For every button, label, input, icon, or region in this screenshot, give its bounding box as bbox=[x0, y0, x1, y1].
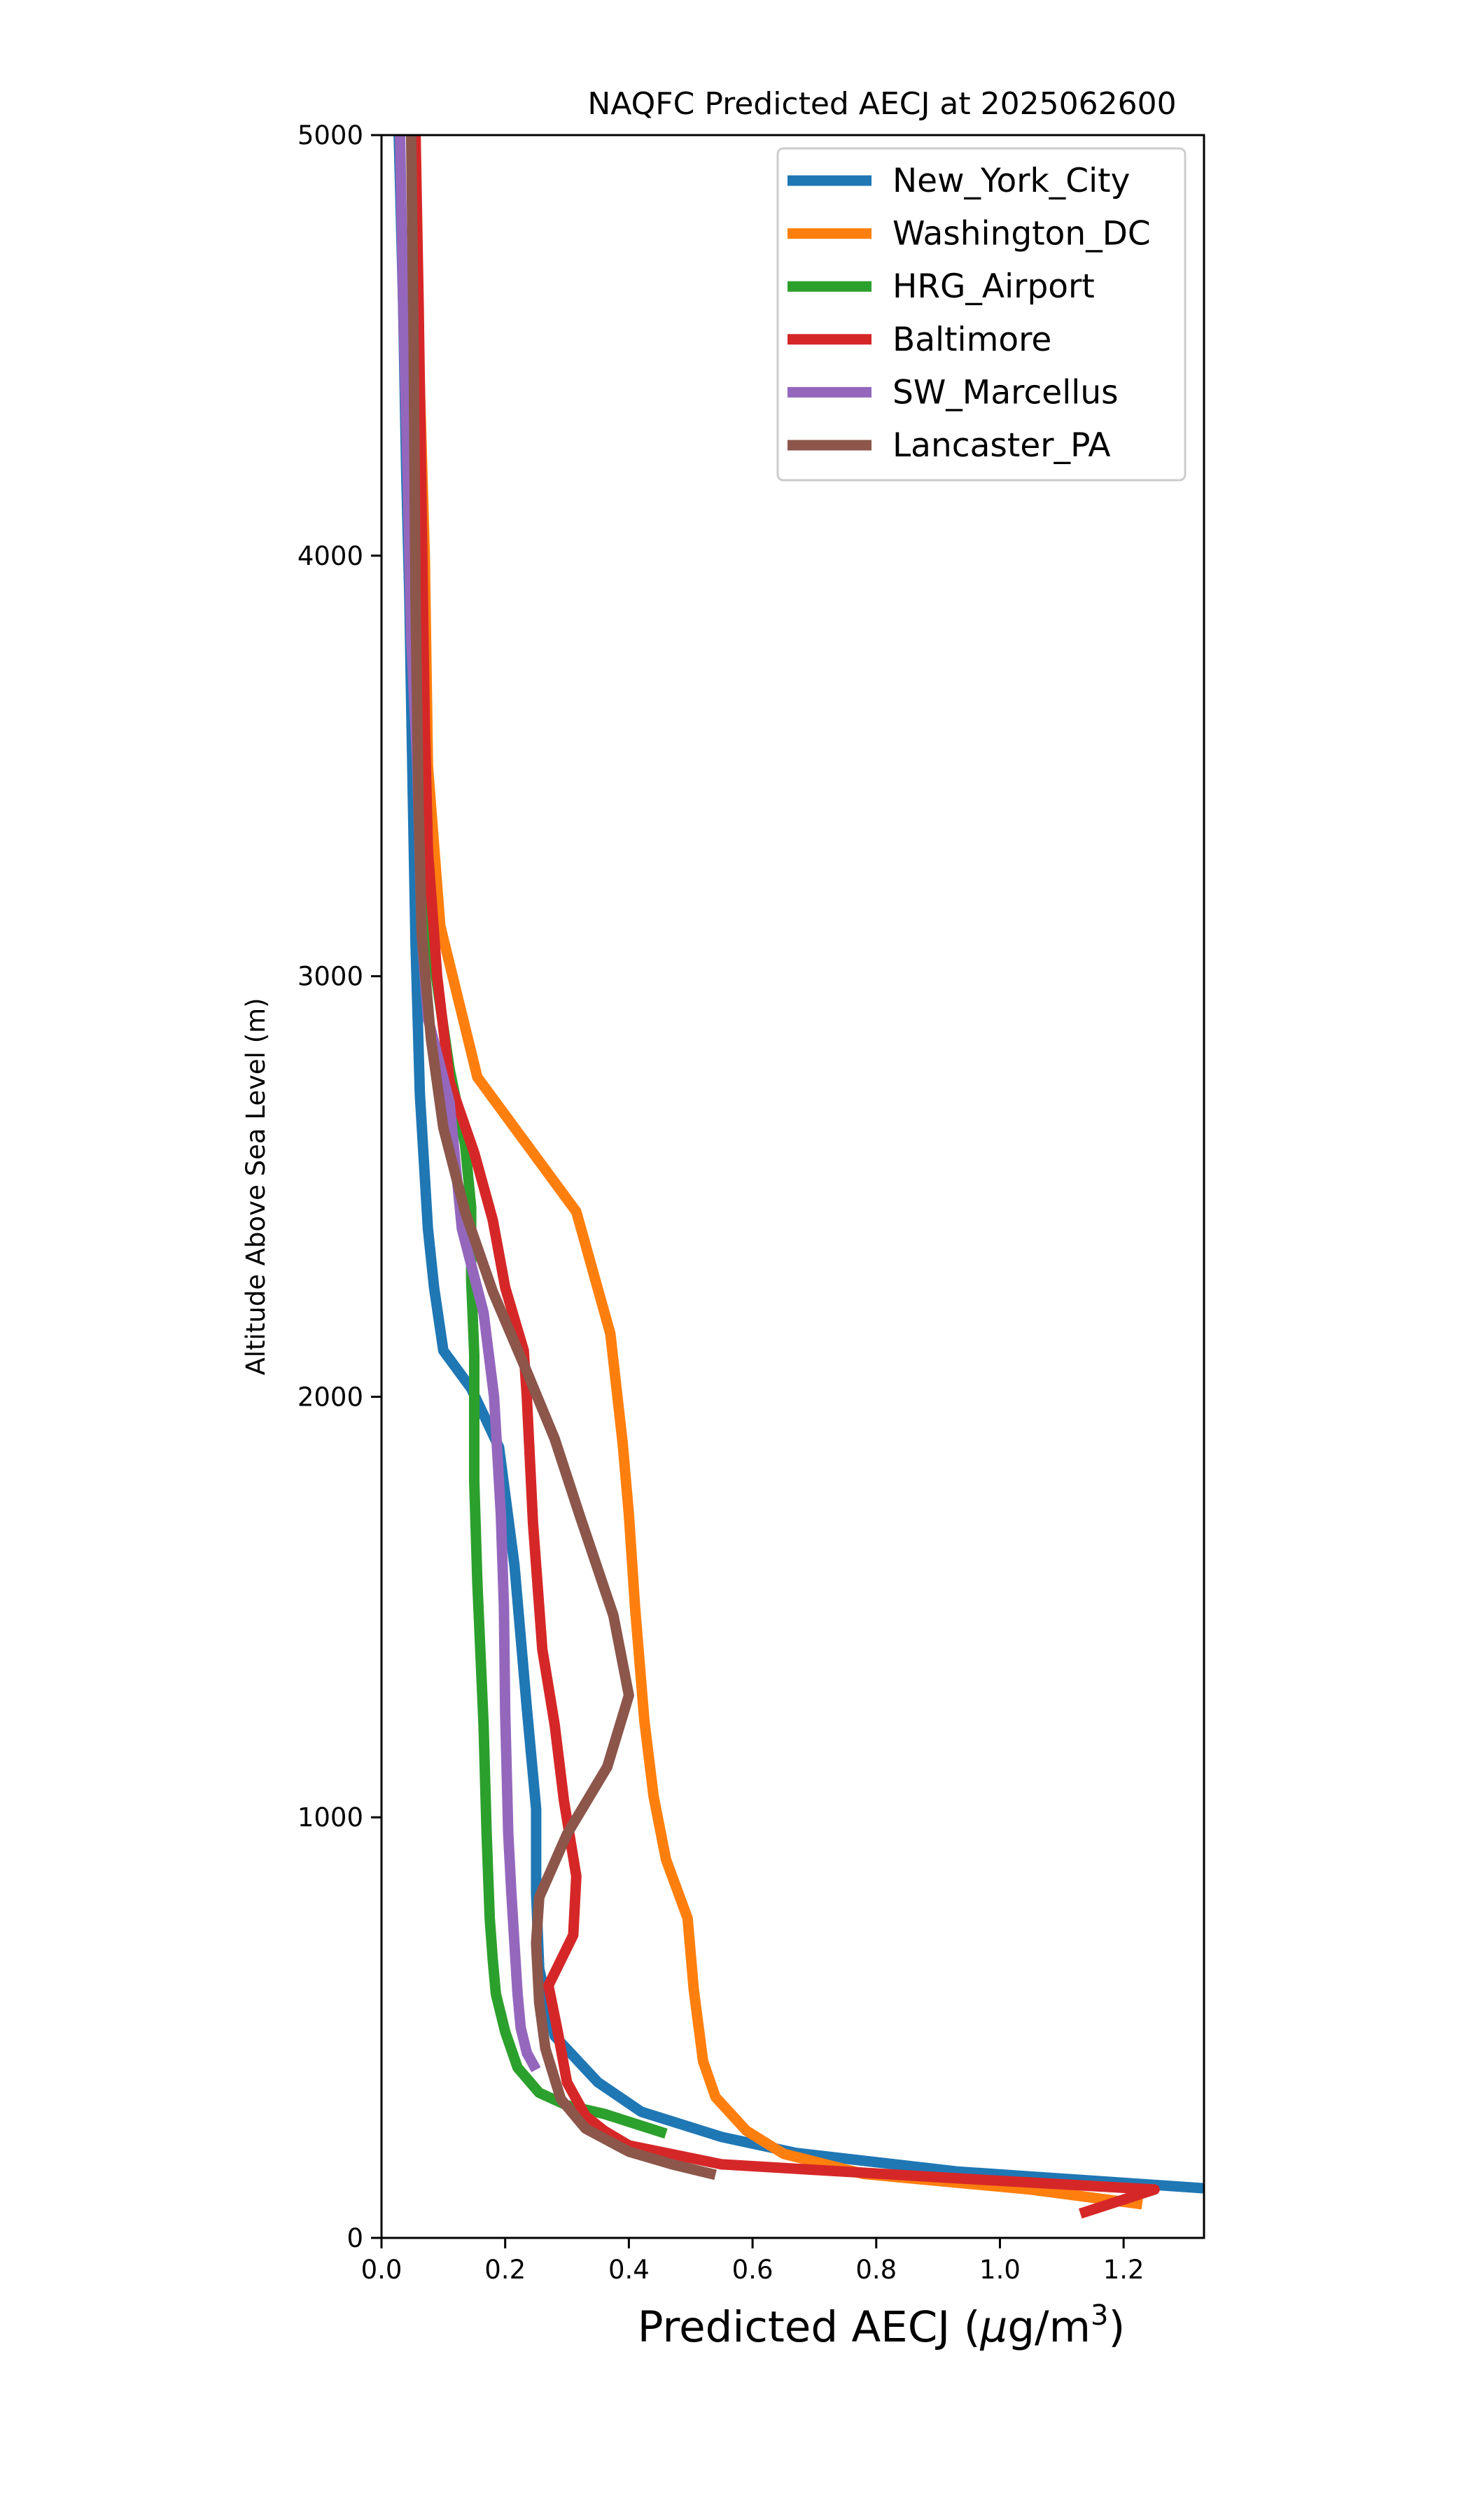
legend-label-sw-marcellus: SW_Marcellus bbox=[892, 373, 1119, 412]
legend: New_York_City Washington_DC HRG_Airport Bal… bbox=[776, 147, 1186, 482]
legend-label-lancaster-pa: Lancaster_PA bbox=[892, 426, 1111, 465]
x-axis-label: Predicted AECJ (μg/m3) bbox=[638, 2300, 1126, 2352]
x-tick-label: 0.8 bbox=[855, 2255, 897, 2285]
x-axis-label-superscript: 3 bbox=[1091, 2300, 1108, 2332]
series-line-lancaster-pa bbox=[405, 135, 717, 2180]
x-axis-label-base: Predicted AECJ ( bbox=[638, 2302, 981, 2352]
y-tick-label: 5000 bbox=[298, 120, 363, 150]
legend-label-hrg-airport: HRG_Airport bbox=[892, 267, 1095, 306]
x-tick-label: 0.0 bbox=[361, 2255, 402, 2285]
x-axis-label-unit: g/m bbox=[1007, 2302, 1091, 2352]
y-tick-label: 0 bbox=[346, 2223, 363, 2253]
legend-label-baltimore: Baltimore bbox=[892, 321, 1051, 359]
y-axis-label: Altitude Above Sea Level (m) bbox=[241, 997, 271, 1375]
plot-area-frame bbox=[380, 134, 1205, 2239]
y-tick-label: 1000 bbox=[298, 1802, 363, 1833]
x-axis-ticks: 0.0 0.2 0.4 0.6 0.8 1.0 1.2 bbox=[361, 2238, 1144, 2285]
legend-label-new-york-city: New_York_City bbox=[892, 162, 1130, 200]
x-tick-label: 1.0 bbox=[979, 2255, 1021, 2285]
legend-label-washington-dc: Washington_DC bbox=[892, 215, 1151, 253]
x-tick-label: 0.6 bbox=[732, 2255, 774, 2285]
x-axis-label-close: ) bbox=[1108, 2302, 1125, 2352]
x-tick-label: 1.2 bbox=[1103, 2255, 1144, 2285]
chart-title: NAQFC Predicted AECJ at 2025062600 bbox=[587, 86, 1176, 122]
y-tick-label: 3000 bbox=[298, 962, 363, 992]
y-axis-ticks: 0 1000 2000 3000 4000 5000 bbox=[298, 120, 382, 2253]
x-tick-label: 0.4 bbox=[608, 2255, 650, 2285]
series-line-washington-dc bbox=[410, 135, 1143, 2210]
x-axis-label-mu: μ bbox=[980, 2302, 1008, 2352]
y-tick-label: 2000 bbox=[298, 1382, 363, 1412]
series-line-baltimore bbox=[410, 135, 1160, 2219]
legend-box bbox=[776, 147, 1186, 482]
x-tick-label: 0.2 bbox=[484, 2255, 526, 2285]
y-tick-label: 4000 bbox=[298, 541, 363, 571]
series-layer bbox=[393, 135, 1204, 2219]
